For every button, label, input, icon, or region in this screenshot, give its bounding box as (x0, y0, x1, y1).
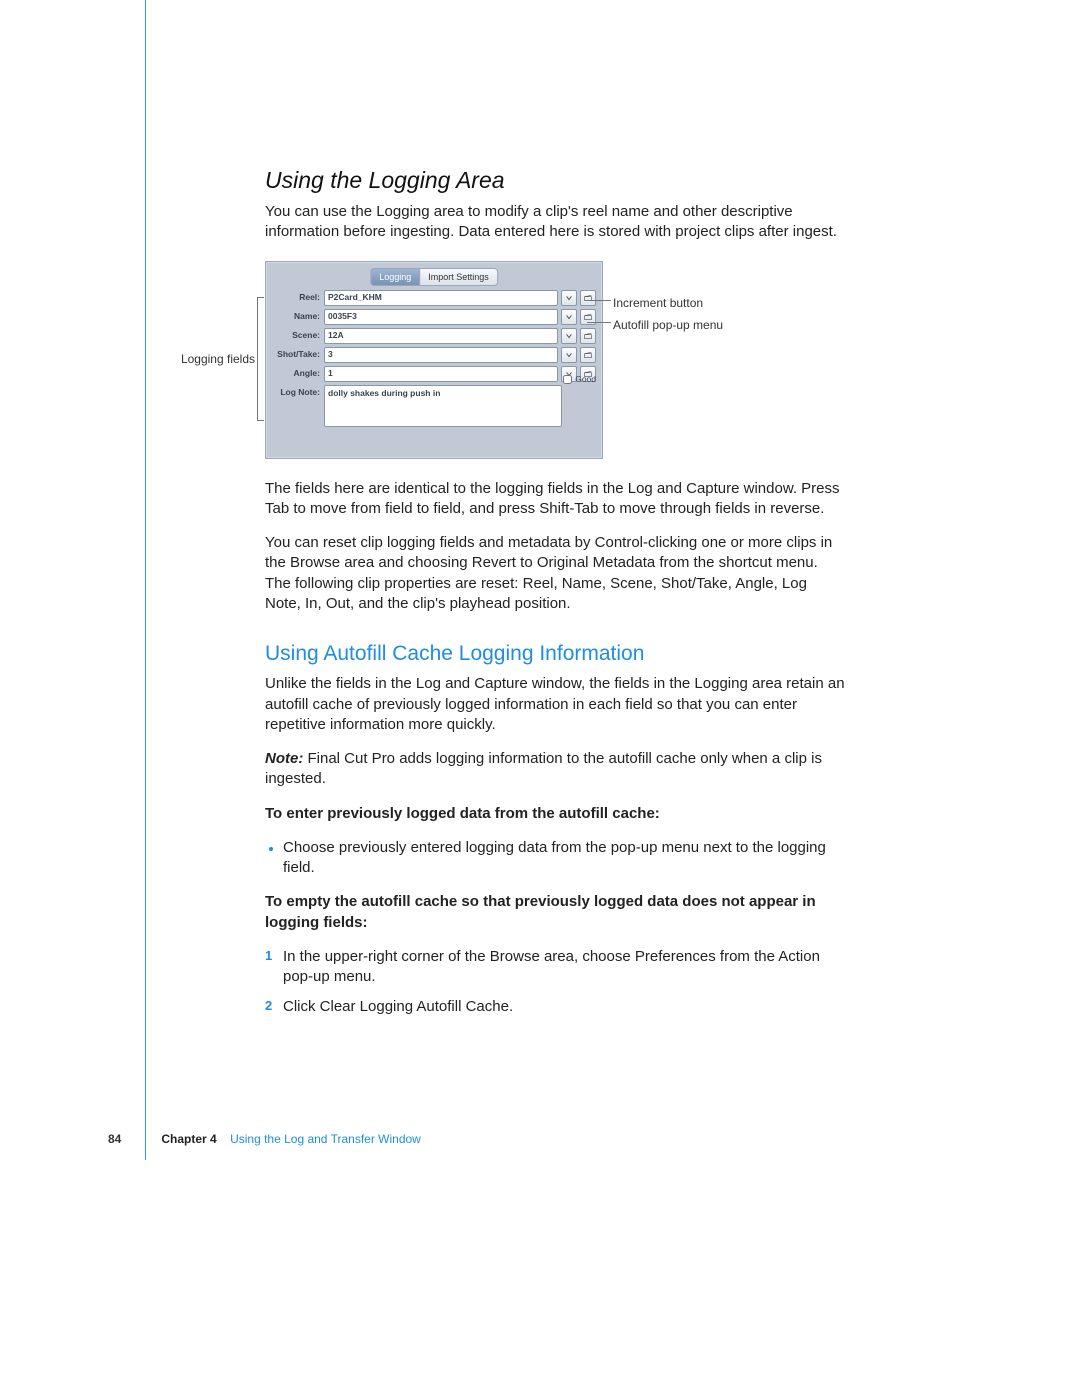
increment-button[interactable] (580, 328, 596, 344)
page-number: 84 (108, 1131, 121, 1147)
autofill-intro: Unlike the fields in the Log and Capture… (265, 674, 845, 735)
callout-increment: Increment button (613, 295, 703, 311)
logging-panel-figure: Logging fields Logging Import Settings R… (177, 261, 845, 461)
howto-1-item: Choose previously entered logging data f… (283, 838, 845, 879)
autofill-popup-button[interactable] (561, 328, 577, 344)
section-heading: Using the Logging Area (265, 165, 845, 196)
field-shot[interactable]: 3 (324, 347, 558, 363)
note-body: Final Cut Pro adds logging information t… (265, 750, 822, 787)
slate-icon (584, 332, 592, 340)
chevron-down-icon (565, 351, 573, 359)
good-checkbox[interactable] (563, 375, 572, 384)
page-footer: 84 Chapter 4 Using the Log and Transfer … (108, 1131, 421, 1147)
slate-icon (584, 313, 592, 321)
intro-paragraph: You can use the Logging area to modify a… (265, 202, 845, 243)
tab-import-settings[interactable]: Import Settings (419, 268, 498, 286)
step-text: In the upper-right corner of the Browse … (283, 948, 820, 985)
reset-description: You can reset clip logging fields and me… (265, 533, 845, 614)
good-label: Good (575, 374, 596, 385)
callout-autofill: Autofill pop-up menu (613, 317, 723, 333)
row-angle: Angle: 1 (272, 366, 596, 382)
good-checkbox-wrap: Good (563, 374, 596, 385)
label-reel: Reel: (272, 292, 324, 303)
callout-line (587, 322, 611, 323)
row-shot: Shot/Take: 3 (272, 347, 596, 363)
label-shot: Shot/Take: (272, 349, 324, 360)
subsection-heading: Using Autofill Cache Logging Information (265, 640, 845, 668)
row-reel: Reel: P2Card_KHM (272, 290, 596, 306)
row-lognote: Log Note: dolly shakes during push in (272, 385, 596, 427)
logging-panel: Logging Import Settings Reel: P2Card_KHM… (265, 261, 603, 459)
field-scene[interactable]: 12A (324, 328, 558, 344)
callout-line (587, 300, 611, 301)
autofill-popup-button[interactable] (561, 347, 577, 363)
label-lognote: Log Note: (272, 385, 324, 427)
chapter-label: Chapter 4 (161, 1132, 216, 1146)
chapter-title: Using the Log and Transfer Window (230, 1132, 421, 1146)
note-paragraph: Note: Final Cut Pro adds logging informa… (265, 749, 845, 790)
fields-description: The fields here are identical to the log… (265, 479, 845, 520)
slate-icon (584, 351, 592, 359)
tab-logging[interactable]: Logging (370, 268, 419, 286)
bracket-icon (257, 297, 258, 421)
field-lognote[interactable]: dolly shakes during push in (324, 385, 562, 427)
increment-button[interactable] (580, 347, 596, 363)
row-name: Name: 0035F3 (272, 309, 596, 325)
increment-button[interactable] (580, 290, 596, 306)
chevron-down-icon (565, 313, 573, 321)
field-name[interactable]: 0035F3 (324, 309, 558, 325)
step-text: Click Clear Logging Autofill Cache. (283, 998, 513, 1015)
howto-1-heading: To enter previously logged data from the… (265, 804, 845, 824)
howto-2-step-1: 1In the upper-right corner of the Browse… (265, 947, 845, 988)
chevron-down-icon (565, 294, 573, 302)
autofill-popup-button[interactable] (561, 290, 577, 306)
field-reel[interactable]: P2Card_KHM (324, 290, 558, 306)
label-name: Name: (272, 311, 324, 322)
label-scene: Scene: (272, 330, 324, 341)
chevron-down-icon (565, 332, 573, 340)
vertical-rule (145, 0, 146, 1160)
field-angle[interactable]: 1 (324, 366, 558, 382)
autofill-popup-button[interactable] (561, 309, 577, 325)
row-scene: Scene: 12A (272, 328, 596, 344)
howto-2-step-2: 2Click Clear Logging Autofill Cache. (265, 997, 845, 1017)
label-angle: Angle: (272, 368, 324, 379)
howto-2-heading: To empty the autofill cache so that prev… (265, 892, 845, 933)
note-lead: Note: (265, 750, 303, 767)
side-label-logging-fields: Logging fields (177, 351, 255, 367)
